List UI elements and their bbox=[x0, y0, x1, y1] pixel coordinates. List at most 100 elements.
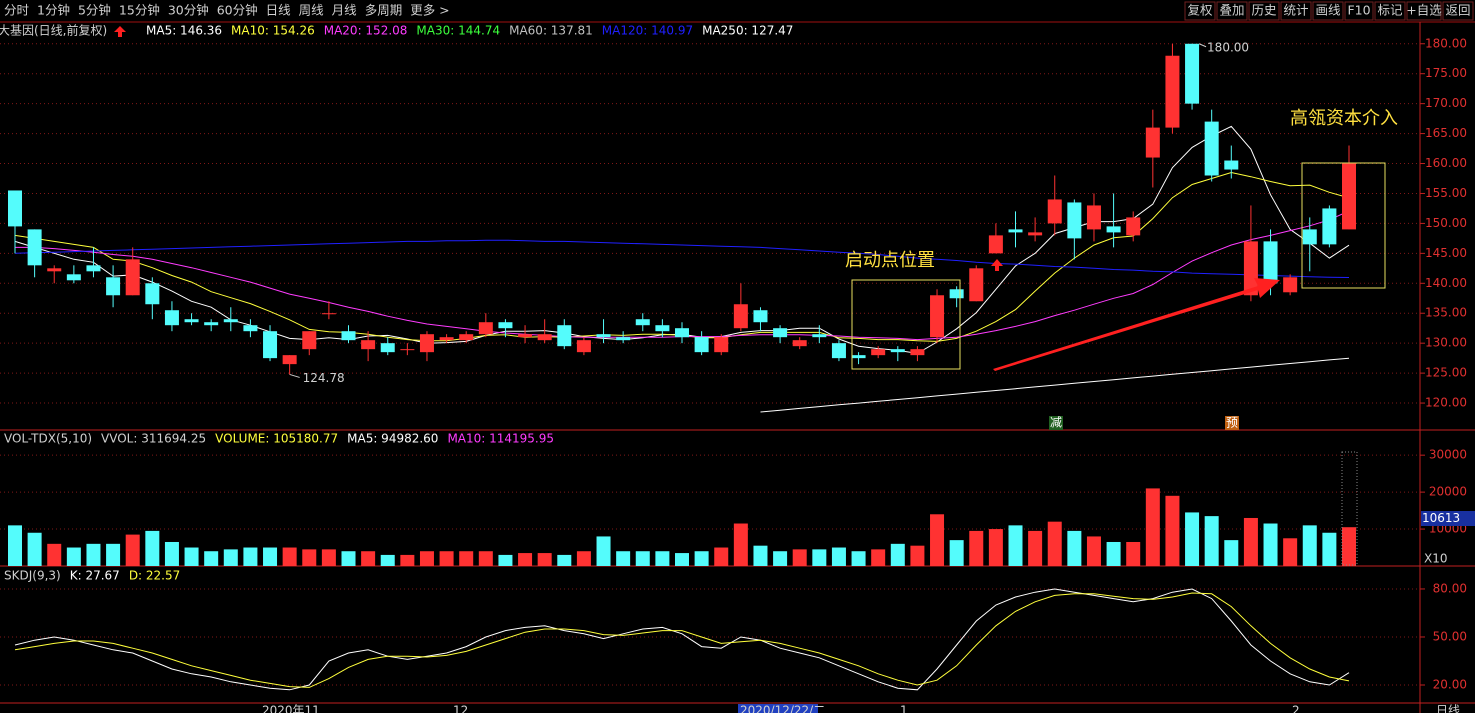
button-label[interactable]: 标记 bbox=[1377, 3, 1403, 18]
volume-bar bbox=[537, 553, 552, 566]
date-label: 12 bbox=[453, 704, 468, 713]
candle-body bbox=[537, 334, 552, 341]
tab[interactable]: 30分钟 bbox=[168, 3, 209, 18]
tab[interactable]: 1分钟 bbox=[37, 3, 70, 18]
volume-bar bbox=[812, 549, 827, 566]
candle-body bbox=[204, 322, 219, 326]
volume-bar bbox=[988, 529, 1003, 566]
button[interactable] bbox=[1312, 1, 1344, 21]
tab[interactable]: 60分钟 bbox=[217, 3, 258, 18]
button-label[interactable]: 历史 bbox=[1251, 3, 1277, 18]
tab[interactable]: 分时 bbox=[4, 3, 30, 18]
volume-bar bbox=[86, 543, 101, 566]
button[interactable] bbox=[1406, 1, 1442, 21]
button-label[interactable]: 统计 bbox=[1283, 3, 1308, 18]
legend-entry: MA5: 94982.60 bbox=[347, 432, 438, 446]
legend-entry: D: 22.57 bbox=[129, 569, 180, 583]
button[interactable] bbox=[1374, 1, 1406, 21]
y-tick-label: 80.00 bbox=[1433, 581, 1467, 595]
legend-entry: MA60: 137.81 bbox=[509, 24, 593, 38]
volume-bar bbox=[949, 540, 964, 566]
candle-body bbox=[635, 319, 650, 326]
legend-entry: VOLUME: 105180.77 bbox=[215, 432, 338, 446]
y-tick-label: 20000 bbox=[1429, 485, 1467, 499]
candle-body bbox=[1185, 43, 1200, 104]
annotation: 高瓴资本介入 bbox=[1290, 108, 1398, 129]
legend-entry: SKDJ(9,3) bbox=[4, 569, 61, 583]
trend-arrow bbox=[993, 278, 1280, 371]
volume-bar bbox=[1342, 527, 1356, 566]
volume-bar bbox=[498, 554, 513, 566]
button[interactable] bbox=[1442, 1, 1474, 21]
volume-bar bbox=[1126, 541, 1141, 566]
ma-line bbox=[14, 239, 1350, 278]
date-label: 2020年11 bbox=[262, 704, 320, 713]
buy-arrow bbox=[991, 259, 1003, 271]
high-label: 180.00 bbox=[1207, 40, 1249, 54]
candle-body bbox=[125, 259, 140, 296]
candle-body bbox=[478, 322, 493, 335]
tab[interactable]: 5分钟 bbox=[78, 3, 111, 18]
candle-body bbox=[1342, 163, 1356, 230]
candle-body bbox=[184, 319, 199, 323]
volume-bar bbox=[871, 549, 886, 566]
candle-body bbox=[27, 229, 42, 266]
candle-body bbox=[675, 328, 689, 338]
button-label[interactable]: 画线 bbox=[1315, 3, 1341, 18]
candle-body bbox=[498, 322, 513, 329]
tab[interactable]: 日线 bbox=[266, 3, 292, 18]
button[interactable] bbox=[1248, 1, 1280, 21]
volume-bar bbox=[106, 543, 121, 566]
button[interactable] bbox=[1216, 1, 1248, 21]
volume-bar bbox=[890, 543, 905, 566]
candle-body bbox=[1224, 160, 1239, 170]
volume-bar bbox=[204, 551, 219, 566]
button-label[interactable]: 返回 bbox=[1445, 3, 1470, 18]
tag bbox=[1049, 416, 1063, 430]
button[interactable] bbox=[1184, 1, 1216, 21]
candle-body bbox=[400, 349, 415, 351]
volume-bar bbox=[969, 530, 984, 566]
volume-bar bbox=[361, 551, 376, 566]
y-tick-label: 120.00 bbox=[1425, 396, 1467, 410]
candle-body bbox=[792, 340, 807, 347]
candle-body bbox=[145, 283, 160, 305]
volume-bar bbox=[341, 551, 356, 566]
candle-body bbox=[1302, 229, 1317, 245]
volume-bar bbox=[263, 547, 278, 566]
button[interactable] bbox=[1344, 1, 1374, 21]
leader bbox=[289, 373, 300, 378]
candle-body bbox=[1243, 241, 1258, 296]
y-tick-label: 150.00 bbox=[1425, 216, 1467, 230]
y-tick-label: 125.00 bbox=[1425, 366, 1467, 380]
tab[interactable]: 15分钟 bbox=[119, 3, 160, 18]
volume-bar bbox=[1263, 523, 1278, 566]
date-label: 2 bbox=[1292, 704, 1300, 713]
candle-body bbox=[753, 310, 768, 323]
y-tick-label: 20.00 bbox=[1433, 677, 1467, 691]
y-tick-label: 170.00 bbox=[1425, 96, 1467, 110]
volume-bar bbox=[694, 551, 709, 566]
legend-entry: MA5: 146.36 bbox=[146, 24, 222, 38]
candle-body bbox=[439, 337, 454, 341]
button[interactable] bbox=[1280, 1, 1312, 21]
candle-body bbox=[8, 190, 22, 227]
candle-body bbox=[1067, 202, 1082, 239]
tag bbox=[1225, 416, 1239, 430]
candle-body bbox=[616, 337, 631, 341]
candle-body bbox=[733, 304, 748, 329]
tab[interactable]: 月线 bbox=[332, 3, 358, 18]
volume-bar bbox=[478, 551, 493, 566]
volume-bar bbox=[851, 551, 866, 566]
tab[interactable]: 周线 bbox=[299, 3, 325, 18]
tab[interactable]: 更多 > bbox=[410, 3, 449, 18]
button-label[interactable]: 叠加 bbox=[1219, 3, 1244, 18]
candle-body bbox=[86, 265, 101, 272]
volume-bar bbox=[243, 547, 258, 566]
button-label[interactable]: F10 bbox=[1347, 3, 1370, 18]
button-label[interactable]: +自选 bbox=[1406, 3, 1442, 18]
candle-body bbox=[714, 337, 729, 353]
button-label[interactable]: 复权 bbox=[1187, 3, 1213, 18]
candle-body bbox=[871, 349, 886, 356]
tab[interactable]: 多周期 bbox=[365, 3, 403, 18]
